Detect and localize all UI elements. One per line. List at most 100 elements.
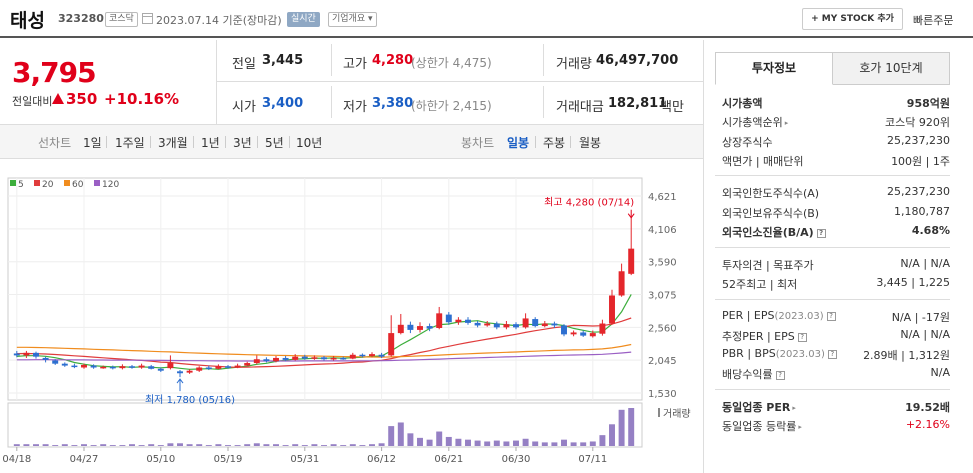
info-label: 액면가 | 매매단위 [722,153,804,169]
info-label[interactable]: 시가총액순위 ▸ [722,114,788,130]
y-tick-label: 3,075 [648,291,677,302]
info-label-text: 동일업종 PER [722,401,791,414]
volume-bar [397,422,404,446]
add-my-stock-button[interactable]: + MY STOCK 추가 [802,8,903,30]
candle-body [455,319,462,323]
volume-bar [225,445,231,446]
volume-bar [493,440,500,446]
help-icon[interactable]: ? [797,333,807,342]
info-label: PBR | BPS(2023.03)? [722,347,837,360]
candle-body [100,366,107,369]
help-icon[interactable]: ? [775,371,785,380]
volume-bar [109,445,116,446]
volume-bar [177,443,183,446]
candle-body [349,354,356,359]
candle-body [388,333,395,356]
volume-bar [513,440,519,446]
volume-bar [426,439,433,446]
period-1y[interactable]: 1년 [201,136,220,150]
info-value: N/A | N/A [900,257,950,270]
volume-bar [589,441,596,446]
company-overview-dropdown[interactable]: 기업개요 ▾ [328,12,377,27]
candle-daily[interactable]: 일봉 [507,136,530,150]
volume-legend-mark [658,408,660,417]
help-icon[interactable]: ? [816,229,826,238]
candle-body [61,363,68,366]
amount-unit: 백만 [660,100,684,115]
chart-period-bar [0,124,703,159]
quick-order-link[interactable]: 빠른주문 [913,14,954,27]
info-value: 4.68% [911,224,950,237]
candle-body [618,271,625,296]
company-overview-label: 기업개요 [332,14,366,24]
period-5y[interactable]: 5년 [265,136,284,150]
prev-close-label: 전일 [232,57,256,72]
x-tick-label: 07/11 [578,454,607,465]
tab-invest-info[interactable]: 투자정보 [715,52,833,85]
period-10y[interactable]: 10년 [296,136,323,150]
help-icon[interactable]: ? [826,312,836,321]
info-value: 2.89배 | 1,312원 [863,349,950,362]
info-label: 추정PER | EPS? [722,328,807,344]
info-label-text: 외국인보유주식수(B) [722,207,820,220]
candle-body [532,319,539,327]
candle-body [493,323,500,328]
info-value: 958억원 [906,97,950,110]
volume-bar [369,444,375,446]
candle-body [81,364,87,368]
y-tick-label: 4,106 [648,225,677,236]
candle-body [282,357,289,360]
period-3y[interactable]: 3년 [233,136,252,150]
info-value: +2.16% [905,418,950,431]
info-label-sub: (2023.03) [774,311,824,322]
volume-bar [570,442,577,446]
help-icon[interactable]: ? [827,350,837,359]
volume-bar [138,445,145,446]
price-chart[interactable]: 5 20 60 120 4,621 4,106 3,590 3,075 2,560 2,045 1,… [0,160,703,473]
candle-body [321,357,327,360]
candle-monthly[interactable]: 월봉 [579,136,602,150]
divider [543,44,544,76]
candle-body [503,324,510,328]
divider [289,136,290,148]
panel-divider [703,40,704,473]
candle-body [445,314,452,323]
info-label[interactable]: 동일업종 등락률 ▸ [722,418,802,434]
candle-body [138,365,145,368]
period-1d[interactable]: 1일 [83,136,102,150]
info-label-text: 시가총액순위 [722,116,783,129]
calendar-icon [142,13,153,24]
candle-body [436,313,443,328]
info-label: 외국인한도주식수(A) [722,185,819,201]
candle-weekly[interactable]: 주봉 [543,136,566,150]
volume-bar [503,441,510,446]
y-tick-label: 1,530 [648,389,677,400]
info-value: 3,445 | 1,225 [876,276,950,289]
candle-body [244,363,251,366]
info-label[interactable]: 동일업종 PER ▸ [722,399,796,415]
candle-body [580,332,587,336]
info-label-text: PER | EPS [722,309,775,322]
info-label: 외국인보유주식수(B) [722,205,819,221]
candle-body [215,366,222,369]
x-tick-label: 06/21 [434,454,463,465]
candle-body [148,366,155,369]
candle-body [33,352,39,357]
ma-line-120 [16,351,632,362]
high-annotation: 최고 4,280 (07/14) [544,197,634,209]
volume-bar [417,437,423,446]
tab-hoga-10[interactable]: 호가 10단계 [832,52,950,85]
realtime-button[interactable]: 실시간 [287,12,320,27]
period-1w[interactable]: 1주일 [115,136,145,150]
stock-header [0,0,973,38]
y-tick-label: 4,621 [648,192,677,203]
volume-bar [465,439,471,446]
volume-bar [148,444,155,446]
candle-body [465,319,471,323]
period-3m[interactable]: 3개월 [158,136,188,150]
candle-body [129,366,135,368]
candle-body [417,326,423,330]
info-label-text: PBR | BPS [722,347,776,360]
volume-bar [42,444,49,446]
candle-body [301,356,308,359]
